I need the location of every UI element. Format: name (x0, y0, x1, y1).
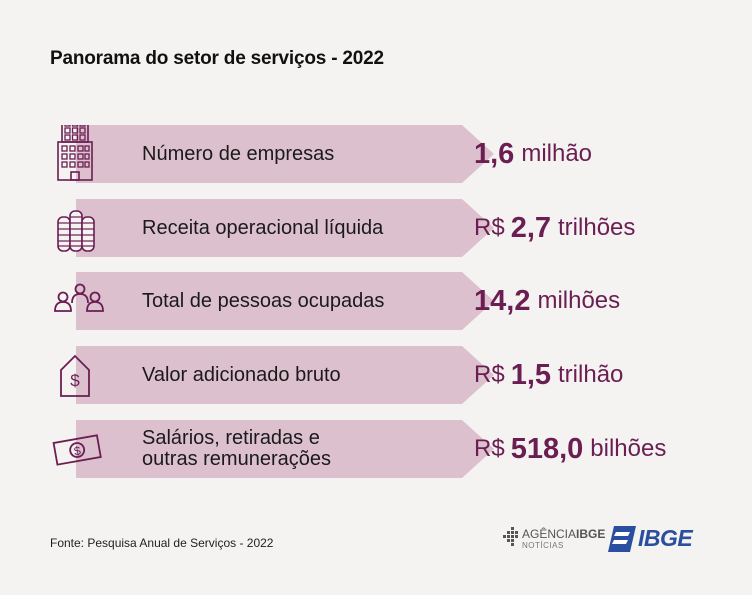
stat-number: 518,0 (510, 432, 584, 465)
people-group-icon (54, 283, 104, 312)
agencia-ibge-word: IBGE (576, 527, 606, 541)
ibge-wordmark: IBGE (638, 525, 693, 551)
agencia-ibge-logo: AGÊNCIAIBGE NOTÍCIAS (502, 526, 605, 552)
agencia-subtitle: NOTÍCIAS (522, 541, 564, 550)
stat-unit: milhão (521, 140, 593, 167)
stat-prefix: R$ (474, 435, 505, 462)
stat-row-salarios: $ Salários, retiradas e outras remuneraç… (50, 420, 710, 478)
arrow-banner (76, 125, 494, 183)
stat-label-line1: Salários, retiradas e (142, 427, 320, 449)
building-icon (57, 125, 93, 181)
stat-value: R$ 2,7 trilhões (474, 199, 635, 257)
ibge-mark-icon (608, 526, 636, 552)
stat-row-valor-adicionado: $ Valor adicionado bruto R$ 1,5 trilhão (50, 346, 710, 404)
arrow-banner (76, 199, 494, 257)
agencia-mark-icon (503, 527, 518, 546)
stat-value: 1,6 milhão (474, 125, 592, 183)
coins-stack-icon (57, 210, 95, 252)
banknote-icon: $ (52, 434, 102, 466)
agencia-word: AGÊNCIA (522, 527, 577, 541)
stat-unit: bilhões (590, 435, 667, 462)
stat-label: Número de empresas (142, 142, 335, 165)
stat-label: Receita operacional líquida (142, 216, 384, 239)
stat-value: R$ 1,5 trilhão (474, 346, 623, 404)
stat-unit: milhões (537, 287, 621, 314)
stat-prefix: R$ (474, 361, 505, 388)
stat-label: Salários, retiradas e outras remuneraçõe… (142, 420, 472, 478)
source-note: Fonte: Pesquisa Anual de Serviços - 2022 (50, 536, 274, 550)
stat-label: Total de pessoas ocupadas (142, 289, 385, 312)
svg-text:$: $ (73, 443, 82, 458)
arrow-banner (76, 420, 494, 478)
stat-number: 1,5 (510, 358, 552, 391)
arrow-banner (76, 272, 494, 330)
ibge-logo: IBGE (608, 525, 704, 553)
stat-label-line2: outras remunerações (142, 448, 331, 470)
stat-value: 14,2 milhões (474, 272, 620, 330)
stat-number: 2,7 (510, 211, 552, 244)
stat-label: Valor adicionado bruto (142, 363, 341, 386)
page-title: Panorama do setor de serviços - 2022 (50, 48, 384, 69)
svg-text:$: $ (70, 371, 80, 390)
stat-row-pessoas: Total de pessoas ocupadas 14,2 milhões (50, 272, 710, 330)
stat-number: 1,6 (474, 137, 515, 170)
stat-row-empresas: Número de empresas 1,6 milhão (50, 125, 710, 183)
agencia-title: AGÊNCIAIBGE (522, 528, 605, 540)
stat-unit: trilhões (558, 214, 636, 241)
stat-row-receita: Receita operacional líquida R$ 2,7 trilh… (50, 199, 710, 257)
stat-number: 14,2 (474, 284, 531, 317)
price-tag-dollar-icon: $ (60, 354, 90, 397)
arrow-banner (76, 346, 494, 404)
stat-unit: trilhão (558, 361, 624, 388)
stat-value: R$ 518,0 bilhões (474, 420, 666, 478)
stat-prefix: R$ (474, 214, 505, 241)
